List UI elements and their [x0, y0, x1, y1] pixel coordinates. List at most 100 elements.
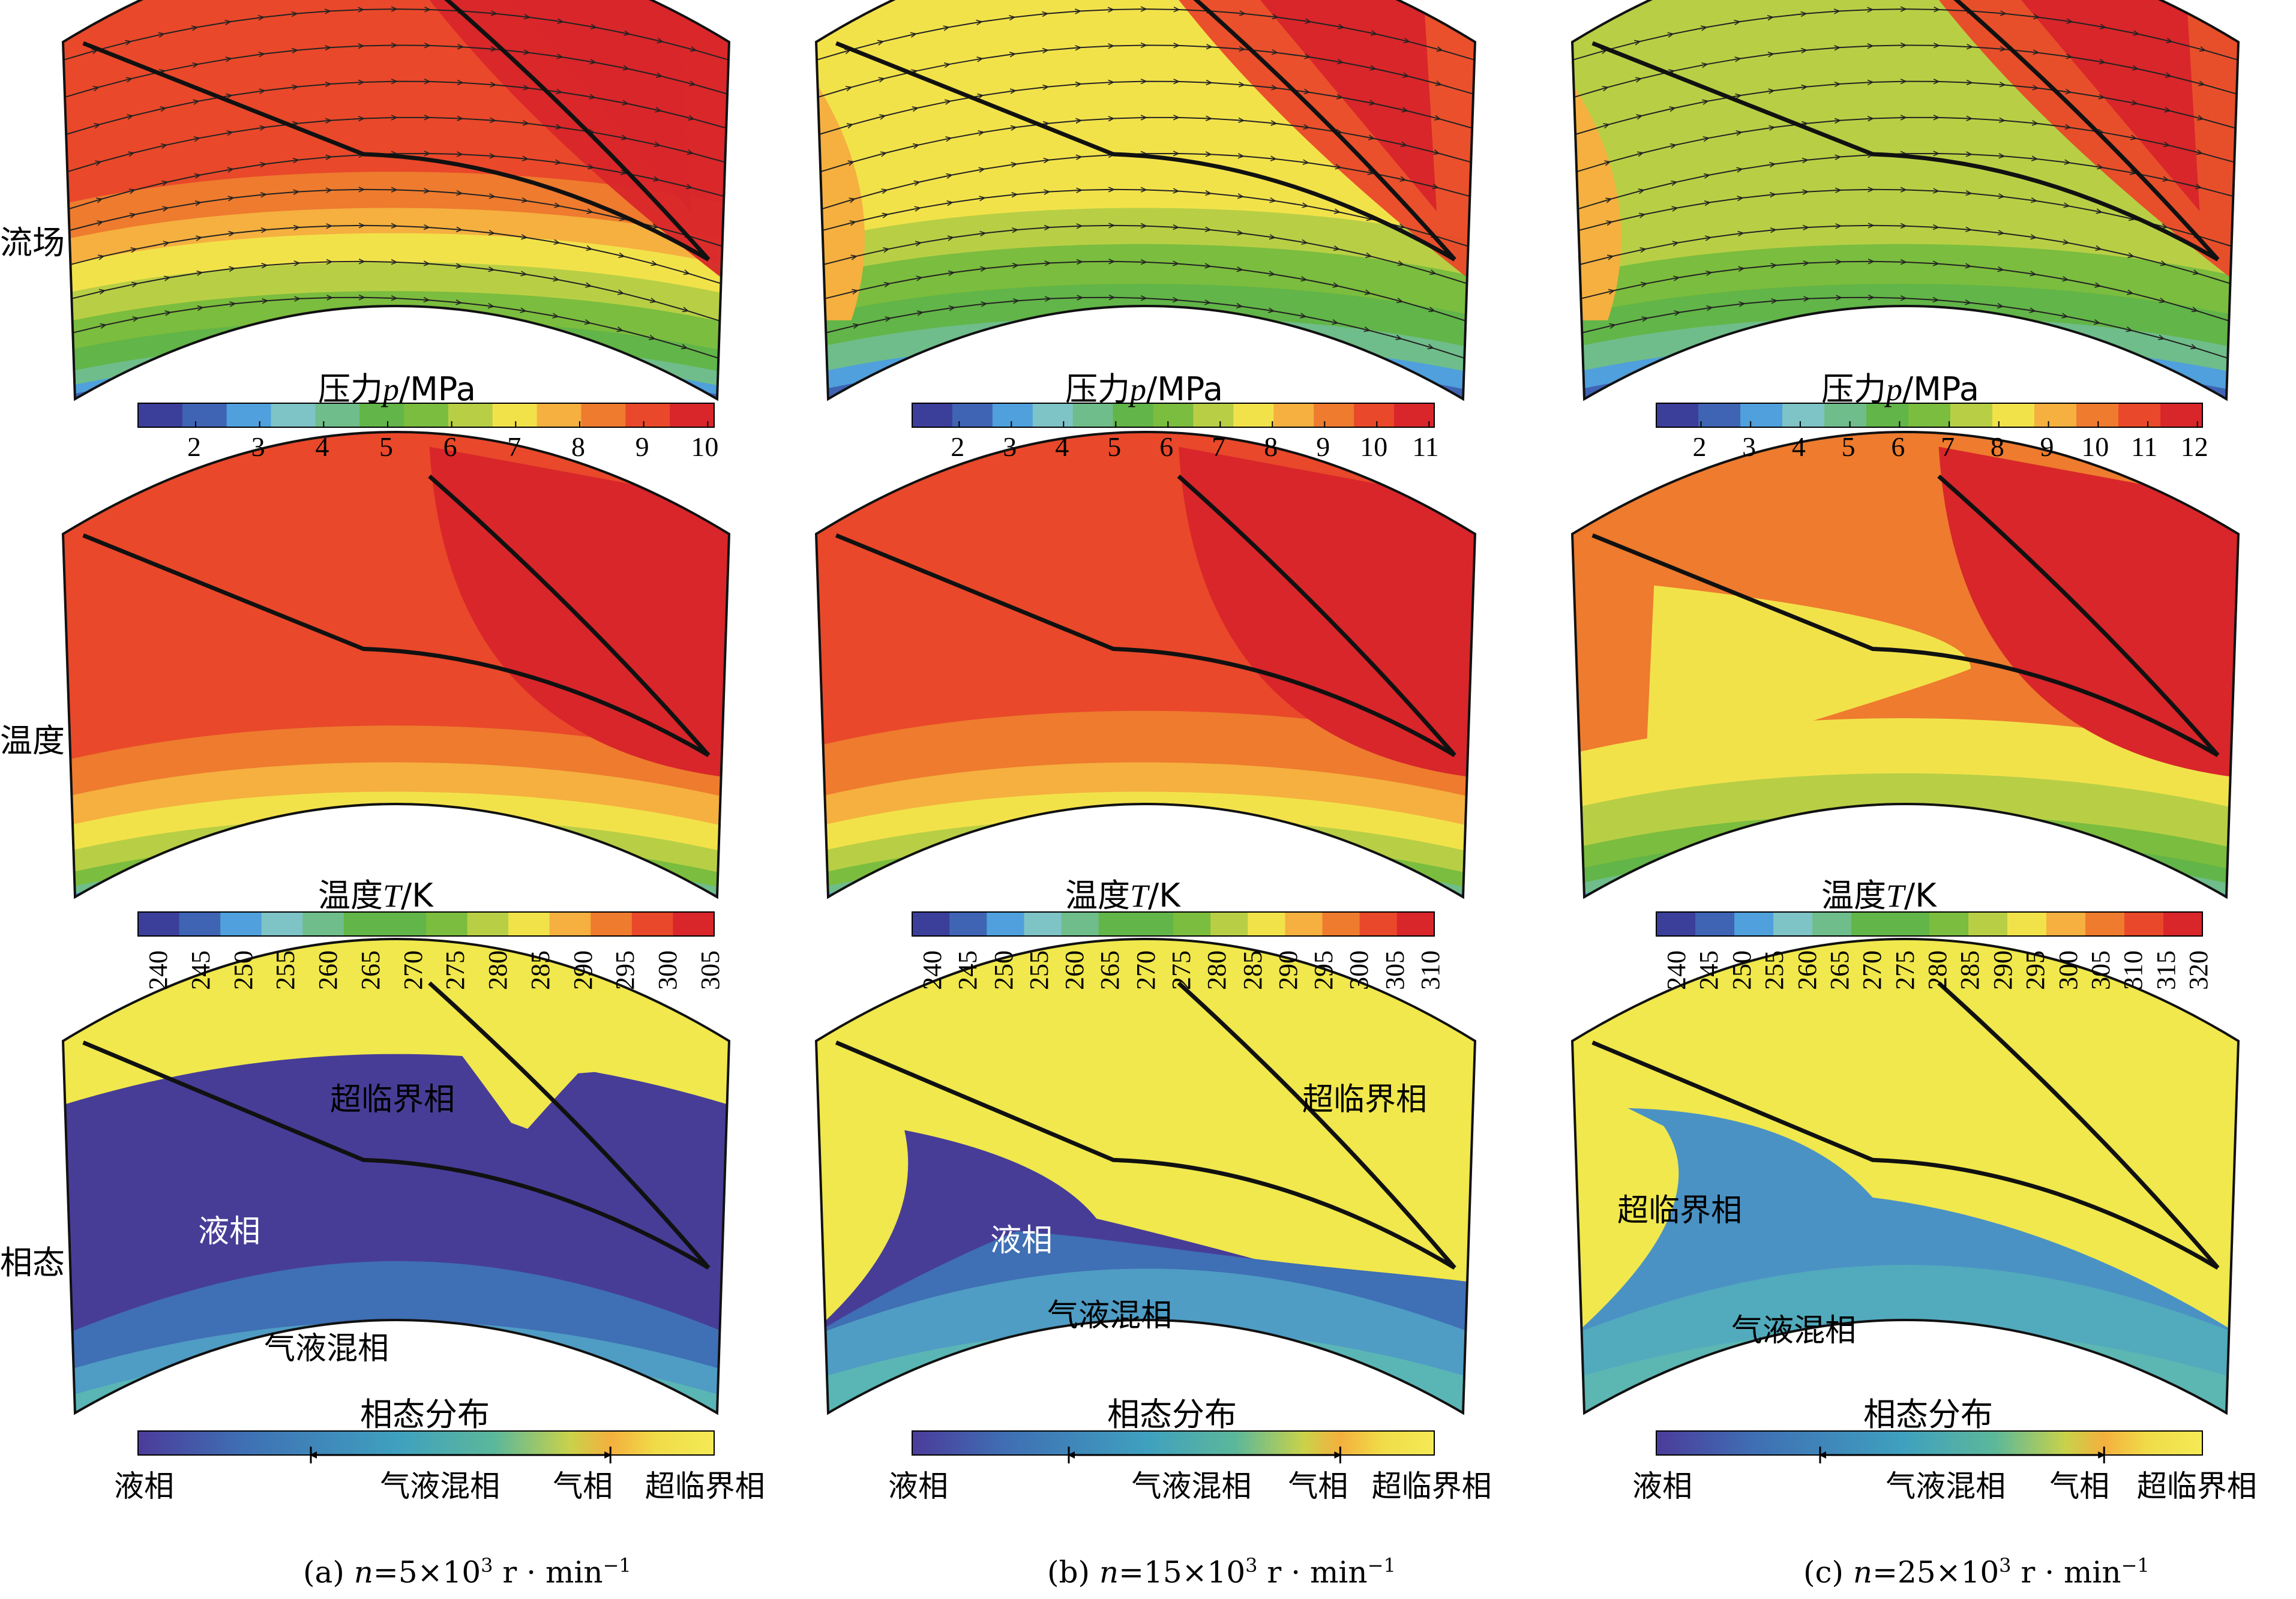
pressure-tick: 8: [571, 431, 585, 462]
pressure-tick: 9: [635, 431, 649, 462]
temperature-colorbar-cell: [1285, 912, 1323, 936]
streamline: [1572, 9, 2238, 61]
phase-region-label: 超临界相: [1302, 1082, 1428, 1118]
phase-colorbar: [912, 1430, 1435, 1456]
pressure-colorbar-cell: [1233, 403, 1275, 427]
pressure-tick: 7: [1941, 431, 1955, 462]
temperature-tick: 240: [143, 950, 173, 990]
temperature-colorbar-cell: [549, 912, 592, 936]
pressure-colorbar-cell: [1698, 403, 1741, 427]
temperature-colorbar-cell: [1812, 912, 1852, 936]
phase-region-label: 超临界相: [1617, 1193, 1743, 1229]
phase-legend-mixed: 气液混相: [1131, 1469, 1252, 1504]
temperature-tick: 300: [653, 950, 683, 990]
pressure-tick: 8: [1990, 431, 2004, 462]
streamline: [822, 190, 1468, 247]
pressure-tick: 6: [443, 431, 457, 462]
pressure-tick: 9: [1316, 431, 1330, 462]
temperature-tick: 285: [525, 950, 555, 990]
temperature-contour-map: [1572, 432, 2238, 897]
temperature-tick: 310: [2118, 950, 2148, 990]
pressure-colorbar-title: 压力p/MPa: [318, 370, 476, 408]
phase-legend-gas: 气相: [2049, 1469, 2110, 1504]
subfigure-caption: (c) n=25×103 r · min−1: [1803, 1554, 2150, 1590]
temperature-tick: 250: [1727, 950, 1757, 990]
temperature-tick: 290: [1273, 950, 1303, 990]
pressure-colorbar-cell: [536, 403, 582, 427]
temperature-colorbar-cell: [1061, 912, 1099, 936]
temperature-tick: 255: [1024, 950, 1054, 990]
pressure-tick: 3: [1742, 431, 1757, 462]
temperature-colorbar-cell: [508, 912, 550, 936]
temperature-tick: 320: [2184, 950, 2213, 990]
temperature-colorbar-title: 温度T/K: [318, 877, 433, 914]
temperature-tick: 300: [1344, 950, 1374, 990]
temperature-colorbar-cell: [2124, 912, 2164, 936]
phase-legend-liquid: 液相: [114, 1469, 174, 1504]
streamline: [1581, 262, 2229, 322]
pressure-colorbar-cell: [581, 403, 627, 427]
temperature-tick: 245: [1694, 950, 1724, 990]
pressure-colorbar-cell: [1032, 403, 1074, 427]
pressure-tick: 2: [1692, 431, 1707, 462]
temperature-tick: 300: [2053, 950, 2083, 990]
blade-outline: [835, 981, 1456, 1270]
pressure-colorbar-cell: [1824, 403, 1867, 427]
temperature-tick: 305: [2085, 950, 2115, 990]
temperature-tick: 260: [1792, 950, 1822, 990]
streamline: [819, 82, 1473, 135]
streamline: [822, 154, 1470, 210]
blade-outline: [82, 0, 711, 262]
row-label: 相态: [0, 1244, 65, 1282]
streamline: [1573, 45, 2237, 98]
pressure-tick: 6: [1159, 431, 1174, 462]
temperature-colorbar-cell: [1695, 912, 1735, 936]
phase-region-label: 气液混相: [1047, 1298, 1173, 1334]
streamline: [69, 190, 723, 247]
pressure-tick: 10: [1360, 431, 1388, 462]
temperature-colorbar-cell: [2085, 912, 2125, 936]
temperature-tick: 280: [1202, 950, 1232, 990]
temperature-colorbar-cell: [385, 912, 427, 936]
pressure-colorbar-cell: [448, 403, 493, 427]
pressure-colorbar-cell: [271, 403, 316, 427]
pressure-colorbar-cell: [1354, 403, 1395, 427]
pressure-tick: 5: [379, 431, 393, 462]
pressure-tick: 7: [507, 431, 521, 462]
streamline: [71, 262, 720, 322]
temperature-colorbar-cell: [1024, 912, 1062, 936]
phase-legend-supercritical: 超临界相: [1371, 1469, 1492, 1504]
temperature-colorbar-cell: [426, 912, 468, 936]
temperature-tick: 310: [1416, 950, 1445, 990]
temperature-tick: 240: [918, 950, 947, 990]
pressure-colorbar-cell: [2034, 403, 2077, 427]
pressure-colorbar-cell: [1072, 403, 1114, 427]
phase-region-label: 气液混相: [264, 1331, 389, 1367]
temperature-tick: 280: [1923, 950, 1952, 990]
pressure-colorbar-cell: [1153, 403, 1194, 427]
blade-outline: [82, 474, 711, 757]
temperature-tick: 280: [483, 950, 513, 990]
temperature-tick: 315: [2151, 950, 2181, 990]
pressure-colorbar-cell: [1113, 403, 1154, 427]
temperature-colorbar-cell: [1734, 912, 1774, 936]
pressure-tick: 11: [2131, 431, 2158, 462]
temperature-tick: 275: [1167, 950, 1196, 990]
phase-region-label: 液相: [990, 1223, 1053, 1259]
pressure-tick: 12: [2180, 431, 2208, 462]
temperature-colorbar-cell: [1210, 912, 1249, 936]
temperature-colorbar-cell: [261, 912, 304, 936]
temperature-tick: 285: [1237, 950, 1267, 990]
streamline: [817, 45, 1474, 98]
pressure-tick: 11: [1412, 431, 1439, 462]
temperature-tick: 265: [1095, 950, 1125, 990]
pressure-colorbar-cell: [1950, 403, 1993, 427]
pressure-colorbar-cell: [359, 403, 405, 427]
phase-colorbar-title: 相态分布: [360, 1396, 490, 1433]
pressure-colorbar-cell: [492, 403, 538, 427]
temperature-tick: 265: [355, 950, 385, 990]
pressure-colorbar-cell: [912, 403, 953, 427]
pressure-tick: 4: [1791, 431, 1806, 462]
streamline: [68, 154, 724, 210]
